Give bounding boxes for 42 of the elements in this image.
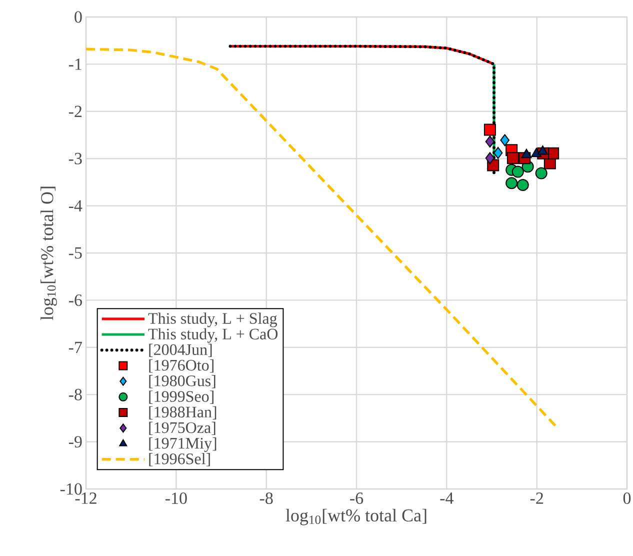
- point: [506, 177, 518, 190]
- legend-label: [1976Oto]: [149, 359, 214, 373]
- y-tick-label: 0: [74, 11, 82, 23]
- x-tick-label: -6: [350, 492, 364, 504]
- point: [485, 152, 495, 164]
- point: [484, 124, 496, 136]
- y-tick-label: -1: [68, 58, 82, 70]
- legend-label: This study, L + CaO: [148, 328, 278, 343]
- y-tick-label: -5: [68, 247, 82, 259]
- x-tick-label: -8: [260, 492, 273, 504]
- point: [512, 166, 524, 178]
- y-tick-label: -7: [68, 342, 82, 353]
- y-tick-label: -9: [68, 436, 82, 448]
- legend-label: [1996Sel]: [149, 453, 210, 466]
- point: [506, 152, 519, 164]
- y-tick-label: -3: [68, 152, 82, 164]
- x-tick-label: 0: [623, 492, 631, 504]
- x-tick-label: -4: [440, 492, 454, 504]
- point: [485, 136, 495, 148]
- legend-label: [1988Han]: [149, 406, 216, 420]
- x-tick-label: -10: [165, 492, 187, 504]
- point: [537, 146, 548, 155]
- y-tick-label: -4: [68, 200, 82, 212]
- y-tick-label: -6: [68, 294, 82, 306]
- y-tick-label: -8: [68, 388, 82, 400]
- point: [500, 134, 510, 146]
- y-tick-label: -2: [68, 106, 82, 118]
- y-axis-title: log$_{10}$[wt% total O]: [40, 186, 57, 320]
- legend-label: [1971Miy]: [149, 437, 216, 452]
- x-tick-label: -12: [75, 492, 96, 504]
- y-tick-label: -10: [60, 483, 82, 495]
- point: [535, 167, 548, 180]
- x-tick-label: -2: [530, 492, 543, 504]
- legend-label: This study, L + Slag: [148, 312, 278, 328]
- x-axis-title: log$_{10}$[wt% total Ca]: [286, 508, 426, 526]
- legend-label: [1999Seo]: [149, 390, 214, 404]
- legend-label: [1975Oza]: [149, 422, 216, 436]
- point: [521, 148, 532, 158]
- legend-label: [1980Gus]: [149, 375, 216, 388]
- point: [516, 179, 529, 192]
- point: [493, 146, 503, 159]
- legend-label: [2004Jun]: [149, 344, 212, 358]
